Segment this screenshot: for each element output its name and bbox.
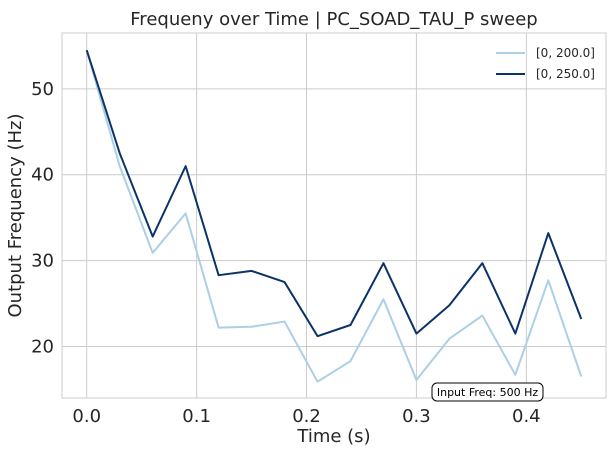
plot-frame (61, 32, 607, 399)
chart-title: Frequeny over Time | PC_SOAD_TAU_P sweep (130, 9, 537, 30)
x-axis-label: Time (s) (296, 426, 370, 447)
y-tick-label: 40 (31, 165, 54, 186)
legend-label: [0, 200.0] (536, 46, 595, 60)
y-tick-label: 30 (31, 251, 54, 272)
annotation-text: Input Freq: 500 Hz (437, 386, 539, 399)
annotation-box: Input Freq: 500 Hz (431, 382, 544, 402)
grid-lines (62, 33, 606, 398)
x-tick-labels: 0.0 0.1 0.2 0.3 0.4 (72, 406, 540, 427)
series-layer (85, 49, 583, 383)
y-axis-label: Output Frequency (Hz) (5, 114, 26, 318)
series-line-0 (85, 49, 583, 383)
x-tick-label: 0.1 (182, 406, 211, 427)
x-tick-label: 0.3 (402, 406, 431, 427)
x-tick-label: 0.2 (292, 406, 321, 427)
y-tick-label: 50 (31, 79, 54, 100)
x-tick-label: 0.0 (72, 406, 101, 427)
annotation-frame (431, 382, 544, 402)
y-tick-labels: 20 30 40 50 (31, 79, 54, 358)
x-tick-label: 0.4 (512, 406, 541, 427)
legend: [0, 200.0] [0, 250.0] (496, 46, 595, 81)
legend-label: [0, 250.0] (536, 67, 595, 81)
series-line-1 (85, 49, 583, 338)
y-tick-label: 20 (31, 336, 54, 357)
